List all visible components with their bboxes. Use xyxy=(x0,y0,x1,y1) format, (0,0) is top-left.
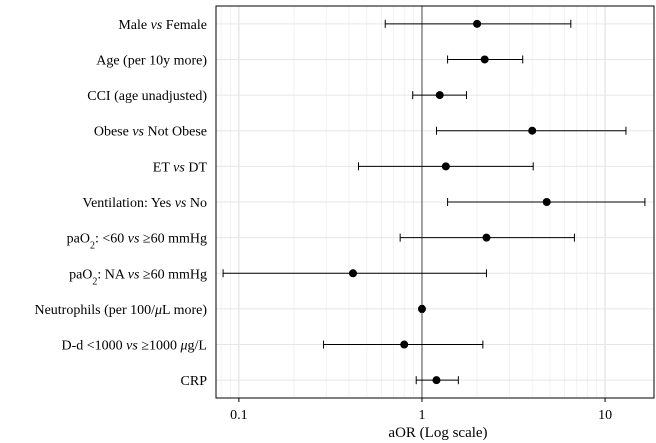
row-label-part: vs xyxy=(173,160,185,175)
row-label-part: : NA xyxy=(97,267,127,282)
row-label-part: : <60 xyxy=(95,232,128,247)
row-label-part: μ xyxy=(154,303,162,318)
odds-ratio-point xyxy=(542,198,551,206)
estimate-row xyxy=(412,91,467,100)
odds-ratio-point xyxy=(435,91,444,100)
row-label-part: D-d <1000 xyxy=(61,339,126,354)
row-label-part: ≥60 mmHg xyxy=(139,267,207,282)
row-label-part: CCI (age unadjusted) xyxy=(87,89,207,104)
row-label: Ventilation: Yes vs No xyxy=(83,196,207,211)
row-label-part: ≥60 mmHg xyxy=(139,232,207,247)
odds-ratio-point xyxy=(441,162,450,171)
estimate-row xyxy=(435,126,627,135)
row-label: Male vs Female xyxy=(118,18,207,33)
row-label-part: vs xyxy=(175,196,187,211)
row-label-part: Obese xyxy=(94,125,133,140)
row-label: Obese vs Not Obese xyxy=(94,125,207,140)
estimate-row xyxy=(417,304,426,313)
odds-ratio-point xyxy=(528,126,537,135)
x-axis-label: aOR (Log scale) xyxy=(388,425,487,441)
row-label: paO2: NA vs ≥60 mmHg xyxy=(69,267,207,287)
estimate-row xyxy=(357,162,534,171)
row-label-part: paO xyxy=(69,267,92,282)
row-label-part: vs xyxy=(128,232,140,247)
row-label-part: vs xyxy=(128,267,140,282)
x-tick-label: 1 xyxy=(418,408,425,423)
estimate-rows xyxy=(222,19,646,385)
estimate-row xyxy=(384,19,572,28)
row-label-part: Neutrophils (per 100/ xyxy=(34,303,155,318)
row-label-part: paO xyxy=(67,232,90,247)
row-label-part: L more) xyxy=(162,303,207,318)
row-label: D-d <1000 vs ≥1000 μg/L xyxy=(61,339,207,354)
estimate-row xyxy=(447,55,524,64)
x-tick-label: 10 xyxy=(598,408,612,423)
row-label: ET vs DT xyxy=(153,160,208,175)
odds-ratio-point xyxy=(417,304,426,313)
odds-ratio-point xyxy=(400,340,409,349)
row-label-part: ≥1000 xyxy=(138,339,181,354)
row-label: CRP xyxy=(181,374,208,389)
row-label-part: vs xyxy=(126,339,138,354)
odds-ratio-point xyxy=(482,233,491,242)
odds-ratio-point xyxy=(432,376,441,385)
estimate-row xyxy=(447,198,646,206)
estimate-row xyxy=(323,340,484,349)
row-label-part: Age (per 10y more) xyxy=(96,53,207,68)
row-label: CCI (age unadjusted) xyxy=(87,89,207,104)
row-label: paO2: <60 vs ≥60 mmHg xyxy=(67,232,207,252)
row-label: Neutrophils (per 100/μL more) xyxy=(34,303,207,318)
row-label-part: μ xyxy=(180,339,188,354)
x-axis-ticks: 0.1 1 10 xyxy=(230,398,612,423)
row-label-part: 2 xyxy=(90,240,95,251)
row-label: Age (per 10y more) xyxy=(96,53,207,68)
row-label-part: g/L xyxy=(188,339,207,354)
estimate-row xyxy=(222,269,487,278)
estimate-row xyxy=(399,233,575,242)
plot-frame xyxy=(215,5,655,399)
row-labels: Male vs Female Age (per 10y more) CCI (age… xyxy=(34,18,207,389)
row-label-part: CRP xyxy=(181,374,208,389)
estimate-row xyxy=(415,376,459,385)
odds-ratio-point xyxy=(348,269,357,278)
row-label-part: vs xyxy=(132,125,144,140)
row-label-part: ET xyxy=(153,160,173,175)
row-label-part: Female xyxy=(162,18,207,33)
x-tick-label: 0.1 xyxy=(230,408,248,423)
odds-ratio-point xyxy=(473,19,482,28)
row-label-part: Ventilation: Yes xyxy=(83,196,175,211)
row-label-part: 2 xyxy=(92,276,97,287)
row-label-part: DT xyxy=(185,160,208,175)
row-label-part: No xyxy=(186,196,207,211)
row-label-part: vs xyxy=(151,18,163,33)
row-label-part: Male xyxy=(118,18,150,33)
odds-ratio-point xyxy=(480,55,489,64)
row-label-part: Not Obese xyxy=(144,125,207,140)
